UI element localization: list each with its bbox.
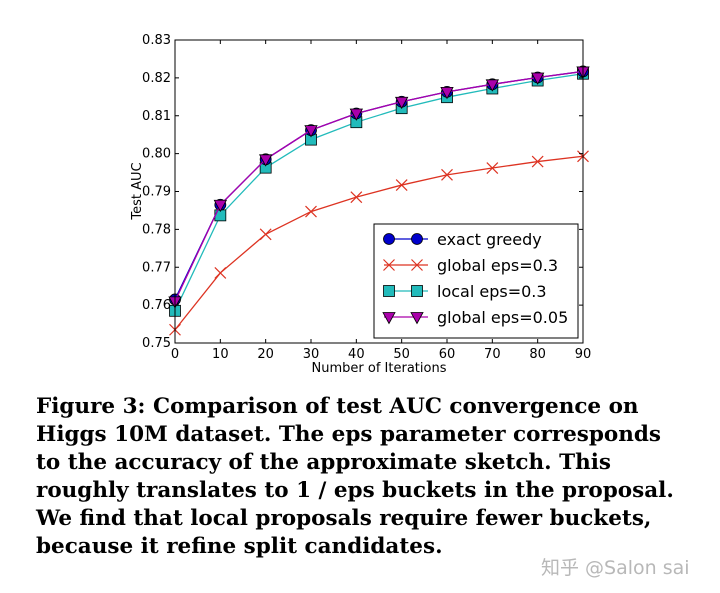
data-point — [394, 96, 409, 110]
legend-marker — [383, 233, 395, 245]
x-axis-label: Number of Iterations — [312, 361, 447, 376]
y-tick-label: 0.77 — [142, 260, 171, 275]
plot-area — [168, 65, 590, 336]
data-point — [395, 179, 408, 191]
data-point — [441, 168, 453, 181]
data-point — [258, 154, 273, 167]
legend-marker — [383, 285, 395, 297]
data-point — [214, 267, 227, 279]
x-tick-label: 60 — [439, 347, 456, 362]
legend: exact greedy global eps=0.3 local eps=0.3 g… — [373, 223, 579, 339]
legend-marker — [411, 259, 423, 271]
y-tick-label: 0.79 — [142, 185, 171, 200]
x-tick-label: 20 — [257, 347, 274, 362]
x-tick-label: 30 — [303, 347, 320, 362]
legend-marker — [411, 285, 423, 297]
y-tick-label: 0.78 — [142, 222, 171, 237]
series-line — [174, 73, 584, 312]
data-point — [349, 108, 364, 121]
y-tick-label: 0.76 — [142, 298, 171, 313]
figure-caption: Figure 3: Comparison of test AUC converg… — [36, 393, 716, 561]
data-point — [485, 79, 500, 92]
watermark: 知乎 @Salon sai — [541, 557, 690, 579]
series-line — [174, 155, 584, 331]
data-point — [531, 155, 544, 168]
x-tick-label: 0 — [171, 347, 179, 362]
legend-label: local eps=0.3 — [437, 282, 547, 301]
legend-marker — [410, 312, 424, 325]
x-tick-label: 10 — [212, 347, 229, 362]
data-point — [530, 72, 545, 85]
caption-line: Higgs 10M dataset. The eps parameter cor… — [36, 422, 662, 447]
data-point — [213, 199, 228, 213]
y-tick-label: 0.82 — [142, 71, 171, 86]
caption-line: roughly translates to 1 / eps buckets in… — [36, 478, 674, 503]
y-tick-label: 0.83 — [142, 33, 171, 48]
legend-label: exact greedy — [437, 230, 542, 249]
auc-chart: 0 10 20 30 40 50 60 70 80 90 0.75 0.76 0.77 0.78 0.79 0… — [130, 33, 591, 376]
caption-line: to the accuracy of the approximate sketc… — [36, 450, 611, 475]
data-point — [486, 162, 499, 174]
data-point — [305, 205, 317, 218]
series-x — [169, 150, 589, 336]
y-tick-label: 0.81 — [142, 109, 171, 124]
x-tick-label: 40 — [348, 347, 365, 362]
legend-marker — [382, 312, 396, 325]
x-tick-label: 70 — [484, 347, 501, 362]
caption-line: because it refine split candidates. — [36, 534, 443, 559]
legend-label: global eps=0.05 — [437, 308, 568, 327]
series-line — [174, 70, 584, 302]
caption-line: Figure 3: Comparison of test AUC converg… — [36, 394, 639, 419]
data-point — [304, 125, 318, 138]
legend-label: global eps=0.3 — [437, 256, 558, 275]
x-tick-label: 90 — [575, 347, 592, 362]
y-tick-label: 0.80 — [142, 147, 171, 162]
data-point — [440, 86, 454, 100]
legend-marker — [383, 259, 395, 271]
y-axis-label: Test AUC — [130, 162, 145, 220]
data-point — [259, 228, 272, 241]
legend-box — [373, 223, 579, 339]
y-tick-label: 0.75 — [142, 336, 171, 351]
x-tick-label: 80 — [529, 347, 546, 362]
caption-line: We find that local proposals require few… — [36, 506, 652, 531]
x-tick-label: 50 — [393, 347, 410, 362]
axes: 0 10 20 30 40 50 60 70 80 90 0.75 0.76 0.77 0.78 0.79 0… — [142, 33, 591, 362]
data-point — [350, 191, 363, 204]
legend-marker — [411, 233, 423, 245]
